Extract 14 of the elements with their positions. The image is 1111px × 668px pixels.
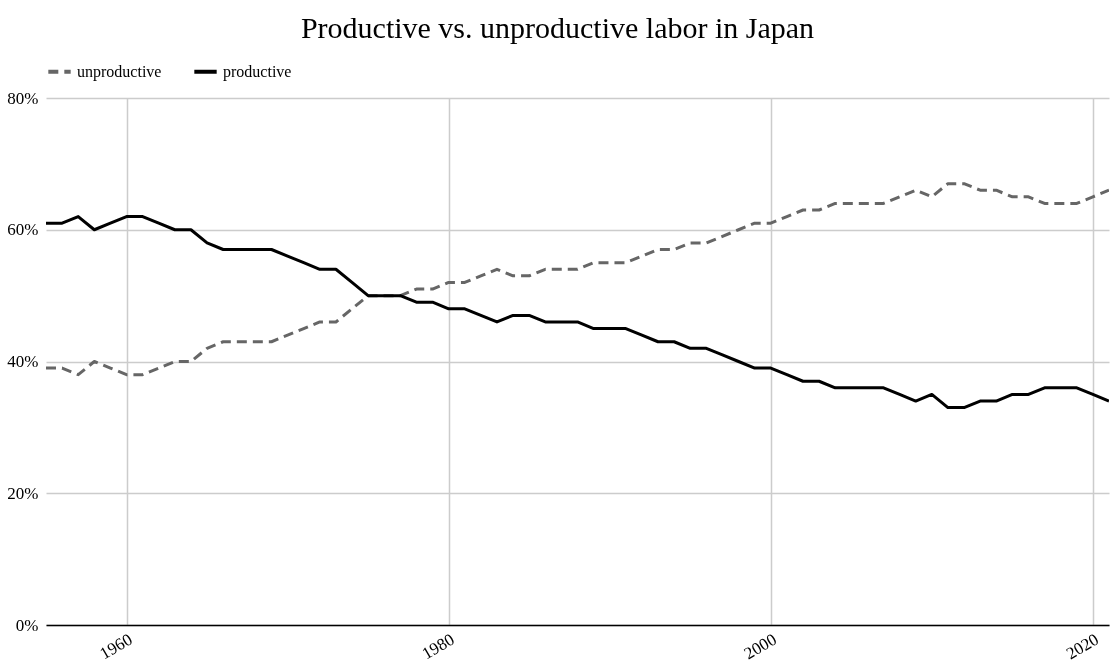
x-tick-label: 1960 xyxy=(96,629,136,664)
chart-title: Productive vs. unproductive labor in Japan xyxy=(300,11,815,44)
y-tick-label: 60% xyxy=(7,220,39,240)
legend-label: unproductive xyxy=(77,62,162,81)
x-tick-label: 2020 xyxy=(1062,629,1102,664)
y-tick-label: 20% xyxy=(7,483,39,503)
y-tick-label: 0% xyxy=(15,615,39,635)
line-series xyxy=(46,182,1109,377)
y-tick-label: 40% xyxy=(7,352,39,371)
line-series xyxy=(46,215,1109,410)
legend-label: productive xyxy=(223,62,292,81)
y-tick-label: 80% xyxy=(7,88,39,108)
x-tick-label: 2000 xyxy=(740,629,780,664)
x-tick-label: 1980 xyxy=(418,629,458,664)
